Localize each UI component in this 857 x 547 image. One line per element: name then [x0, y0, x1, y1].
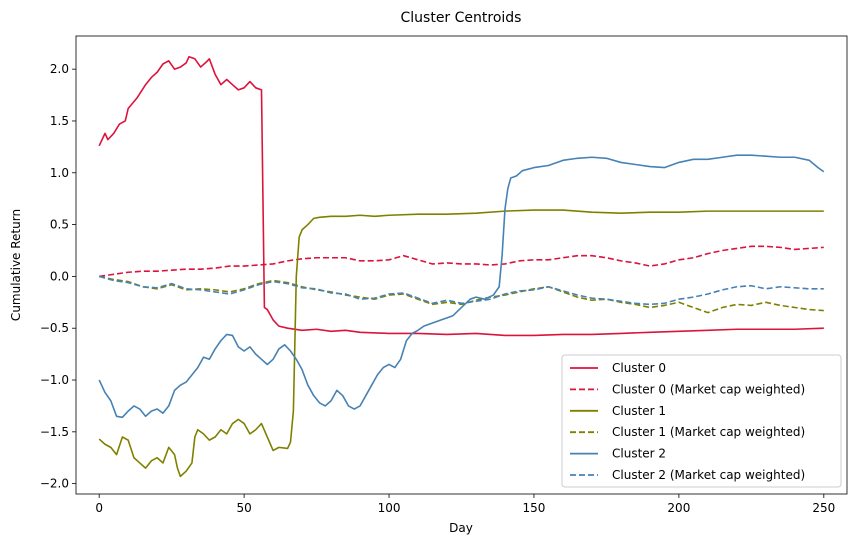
- chart-title: Cluster Centroids: [401, 10, 522, 26]
- legend: Cluster 0 Cluster 0 (Market cap weighted)…: [561, 354, 842, 488]
- legend-label-0: Cluster 0: [612, 361, 666, 375]
- series-line-5: [98, 275, 824, 306]
- x-tick-label: 200: [667, 501, 690, 515]
- x-tick-label: 50: [236, 501, 251, 515]
- y-tick-label: 1.5: [50, 114, 69, 128]
- y-axis-label: Cumulative Return: [9, 209, 23, 321]
- series-line-4: [98, 154, 825, 419]
- legend-label-5: Cluster 2 (Market cap weighted): [612, 468, 805, 482]
- y-tick-label: −1.0: [40, 373, 69, 387]
- x-tick-label: 100: [378, 501, 401, 515]
- series-line-0: [98, 55, 824, 337]
- x-tick-label: 150: [523, 501, 546, 515]
- series-line-1: [99, 245, 824, 278]
- legend-label-3: Cluster 1 (Market cap weighted): [612, 425, 805, 439]
- legend-label-2: Cluster 1: [612, 404, 666, 418]
- y-tick-label: −2.0: [40, 477, 69, 491]
- x-axis-label: Day: [449, 521, 473, 535]
- series-line-3: [99, 275, 824, 314]
- y-tick-label: 2.0: [50, 62, 69, 76]
- x-tick-label: 250: [812, 501, 835, 515]
- series-layer: [98, 55, 825, 478]
- plot-frame: [75, 35, 848, 495]
- y-tick-label: 0.5: [50, 218, 69, 232]
- series-line-2: [98, 209, 824, 478]
- y-tick-label: 0.0: [50, 269, 69, 283]
- legend-box: [561, 354, 842, 488]
- legend-label-4: Cluster 2: [612, 447, 666, 461]
- legend-label-1: Cluster 0 (Market cap weighted): [612, 382, 805, 396]
- y-tick-label: −1.5: [40, 425, 69, 439]
- y-tick-label: −0.5: [40, 321, 69, 335]
- y-tick-label: 1.0: [50, 166, 69, 180]
- x-axis-ticks: 0 50 100 150 200 250: [95, 494, 835, 515]
- x-tick-label: 0: [95, 501, 103, 515]
- y-axis-ticks: −2.0 −1.5 −1.0 −0.5 0.0 0.5 1.0 1.5 2.0: [40, 62, 76, 491]
